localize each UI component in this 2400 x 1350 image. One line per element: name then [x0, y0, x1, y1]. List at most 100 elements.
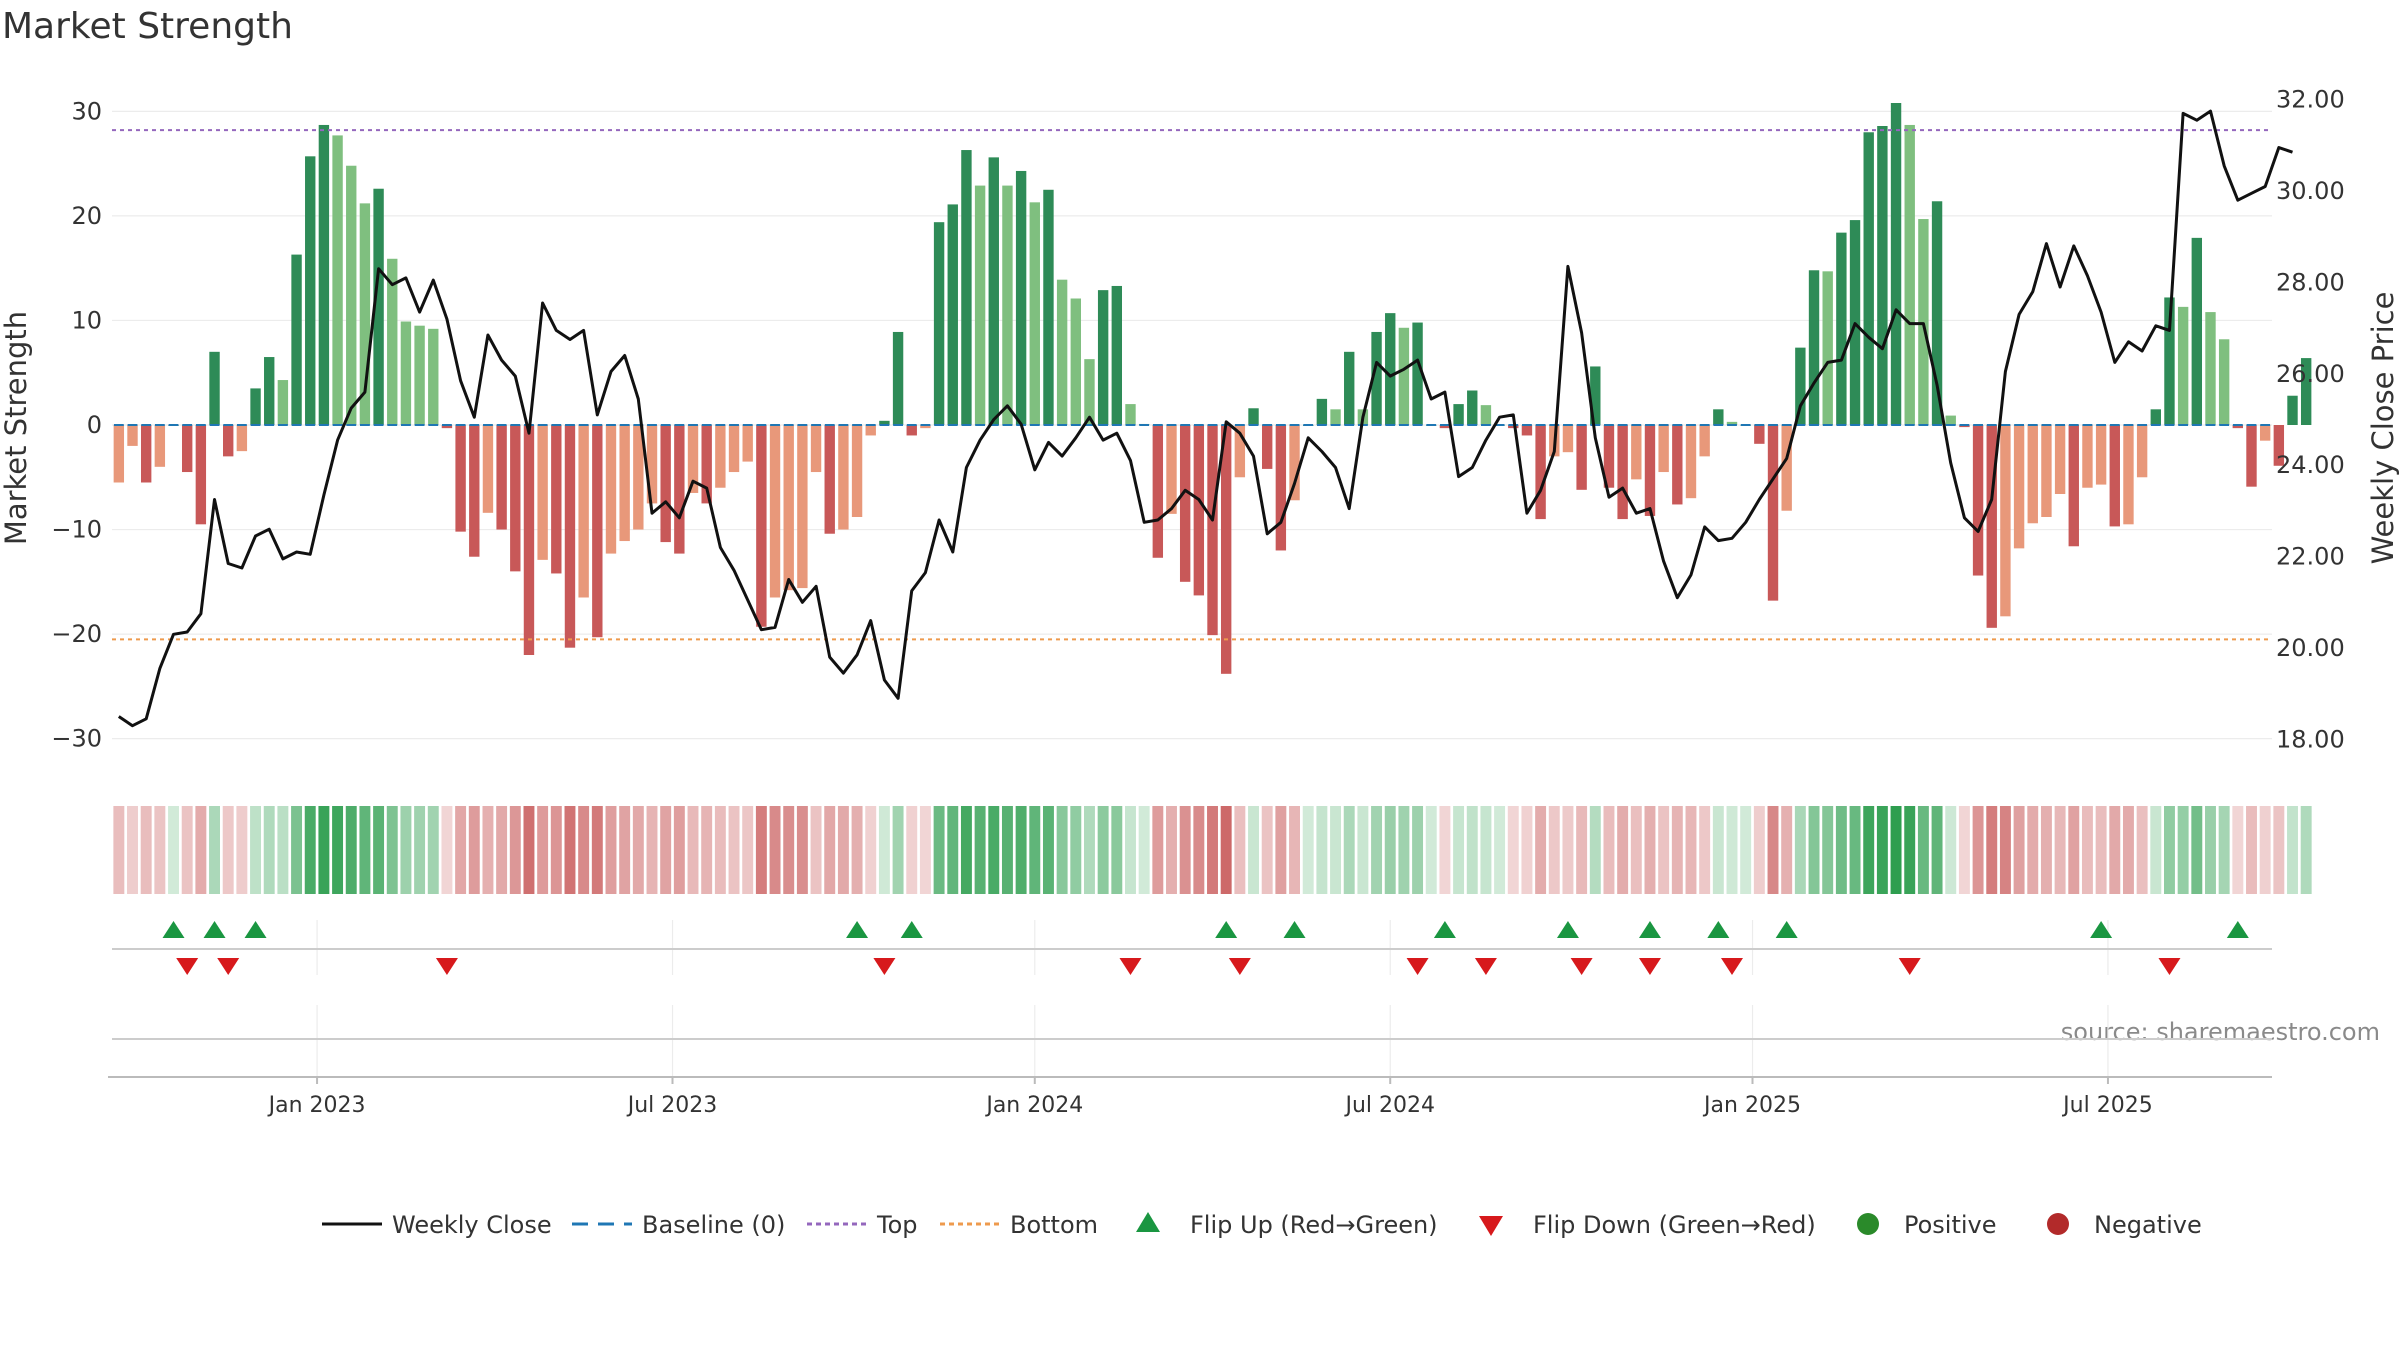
strength-bar: [633, 425, 644, 530]
strength-bar: [2218, 339, 2230, 425]
heat-cell: [1644, 806, 1656, 894]
strength-bar: [1166, 425, 1177, 514]
heat-cell: [892, 806, 904, 894]
heat-cell: [769, 806, 781, 894]
strength-bars: [113, 103, 2312, 674]
strength-bar: [2259, 425, 2271, 441]
heat-cell: [332, 806, 344, 894]
heat-cell: [1152, 806, 1164, 894]
flip-up-marker: [2090, 921, 2113, 938]
heat-cell: [1207, 806, 1218, 894]
heat-cell: [1548, 806, 1560, 894]
strength-bar: [1220, 425, 1232, 674]
heat-cell: [1576, 806, 1588, 894]
strength-bar: [2013, 425, 2025, 549]
right-tick-label: 28.00: [2276, 268, 2345, 296]
heat-cell: [1712, 806, 1724, 894]
x-tick-label: Jan 2024: [984, 1093, 1083, 1118]
heat-cell: [359, 806, 371, 894]
left-axis-label: Market Strength: [0, 311, 33, 545]
strength-bar: [1808, 270, 1820, 425]
heat-cell: [222, 806, 234, 894]
strength-bar: [2095, 425, 2107, 485]
strength-bar: [1289, 425, 1300, 501]
heat-cell: [578, 806, 590, 894]
right-tick-label: 22.00: [2276, 543, 2345, 571]
heat-cell: [878, 806, 890, 894]
strength-bar: [1972, 425, 1984, 576]
strength-bar: [1603, 425, 1615, 488]
strength-bar: [318, 124, 330, 426]
strength-bar: [2109, 425, 2120, 527]
strength-bar: [797, 425, 808, 589]
strength-heat-strip: [113, 806, 2312, 894]
heat-cell: [441, 806, 453, 894]
strength-bar: [469, 425, 480, 557]
heat-cell: [837, 806, 849, 894]
legend-swatch: [1479, 1216, 1503, 1236]
x-tick-label: Jan 2023: [267, 1093, 366, 1118]
right-tick-label: 24.00: [2276, 451, 2345, 479]
strength-bar: [879, 420, 890, 425]
legend-label: Positive: [1904, 1211, 1997, 1239]
heat-cell: [1425, 806, 1437, 894]
strength-bar: [605, 425, 617, 554]
heat-cell: [1453, 806, 1465, 894]
heat-cell: [1589, 806, 1601, 894]
strength-bar: [1029, 202, 1040, 425]
strength-bar: [373, 188, 384, 425]
strength-bar: [2300, 358, 2312, 425]
heat-cell: [1999, 806, 2011, 894]
right-tick-label: 26.00: [2276, 360, 2345, 388]
heat-cell: [591, 806, 603, 894]
strength-bar: [400, 321, 412, 425]
heat-cell: [1794, 806, 1806, 894]
strength-bar: [1070, 298, 1081, 425]
strength-bar: [2082, 425, 2093, 488]
source-credit: source: sharemaestro.com: [2061, 1018, 2380, 1046]
strength-bar: [1699, 425, 1710, 457]
strength-bar: [551, 425, 562, 574]
strength-bar: [1521, 425, 1533, 436]
flip-up-marker: [1638, 921, 1661, 938]
strength-bar: [1781, 425, 1792, 511]
heat-cell: [236, 806, 248, 894]
heat-cell: [564, 806, 576, 894]
chart-title: Market Strength: [2, 6, 293, 47]
heat-cell: [1630, 806, 1642, 894]
strength-bar: [2232, 425, 2244, 429]
heat-cell: [1617, 806, 1629, 894]
heat-cell: [947, 806, 959, 894]
strength-bar: [783, 425, 794, 591]
heat-cell: [1138, 806, 1150, 894]
strength-bar: [414, 325, 425, 425]
heat-cell: [1480, 806, 1492, 894]
heat-cell: [2300, 806, 2312, 894]
strength-bar: [1152, 425, 1164, 558]
strength-bar: [1890, 103, 1902, 425]
strength-bar: [1330, 409, 1341, 425]
strength-bar: [1453, 404, 1464, 425]
heat-cell: [783, 806, 795, 894]
flip-down-marker: [1119, 958, 1142, 975]
strength-bar: [154, 425, 166, 467]
strength-bar: [1385, 313, 1396, 425]
strength-bar: [113, 425, 125, 483]
weekly-close-line: [117, 109, 2293, 728]
flip-up-marker: [1215, 921, 1238, 938]
heat-cell: [127, 806, 138, 894]
heat-cell: [1562, 806, 1574, 894]
heat-cell: [1193, 806, 1205, 894]
heat-cell: [619, 806, 631, 894]
heat-cell: [1603, 806, 1615, 894]
right-tick-label: 32.00: [2276, 86, 2345, 114]
strength-bar: [810, 425, 822, 473]
heat-cell: [605, 806, 617, 894]
heat-cell: [919, 806, 931, 894]
strength-bar: [1056, 279, 1068, 425]
strength-bar: [1590, 366, 1601, 425]
strength-bar: [1562, 425, 1574, 453]
heat-cell: [209, 806, 220, 894]
heat-cell: [1166, 806, 1177, 894]
heat-cell: [427, 806, 439, 894]
